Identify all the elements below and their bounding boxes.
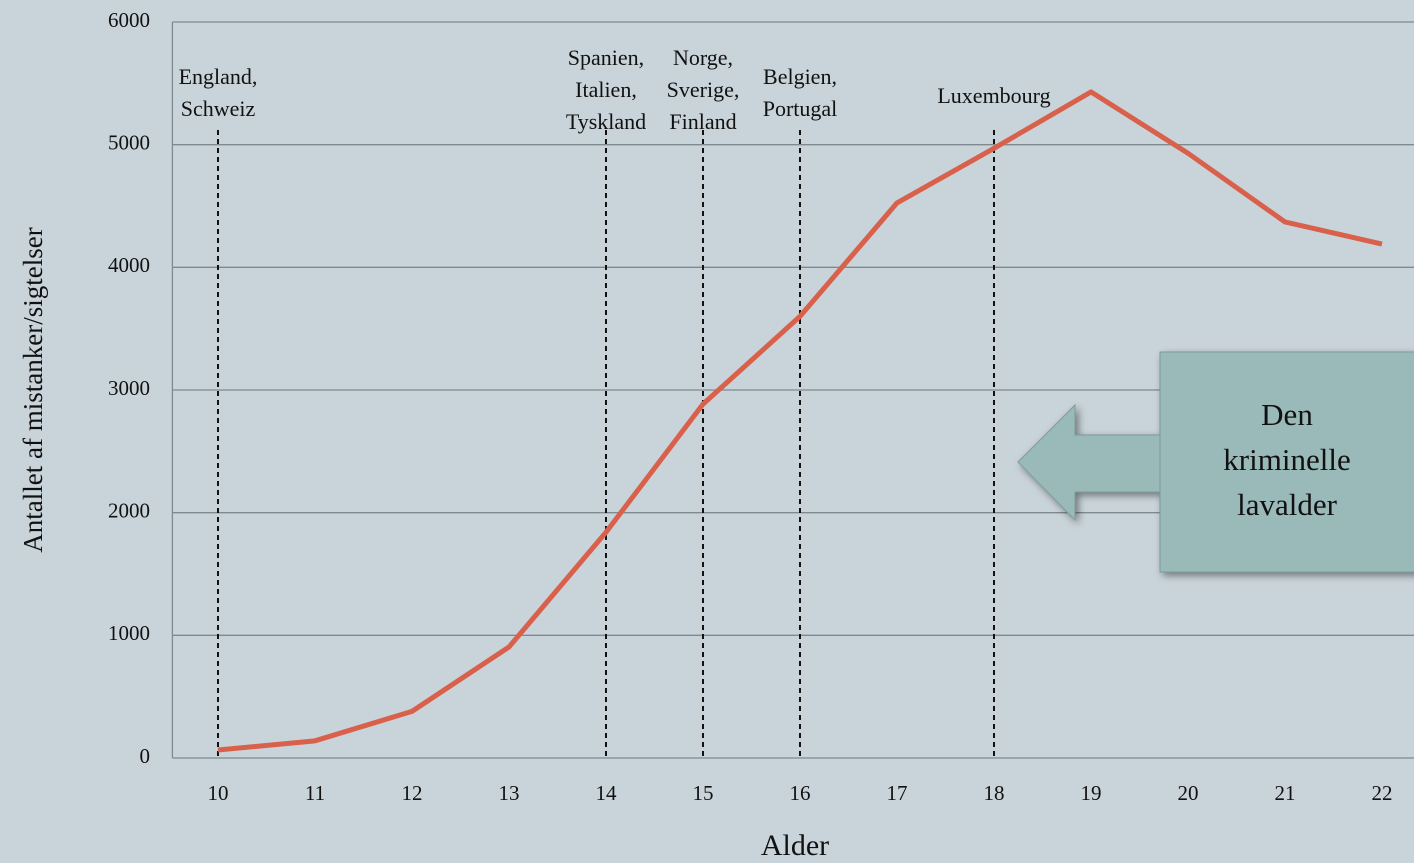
y-tick-label: 4000: [108, 253, 150, 277]
annotation-label: Belgien,: [763, 64, 837, 89]
annotation-label: Finland: [669, 109, 736, 134]
annotation-label: England,: [179, 64, 258, 89]
y-tick-label: 6000: [108, 8, 150, 32]
x-tick-label: 17: [886, 781, 907, 805]
x-tick-label: 20: [1177, 781, 1198, 805]
y-tick-label: 0: [140, 744, 151, 768]
callout-text: Den: [1261, 397, 1313, 432]
annotation-label: Italien,: [575, 77, 637, 102]
x-tick-label: 11: [305, 781, 325, 805]
x-tick-label: 21: [1274, 781, 1295, 805]
x-tick-label: 22: [1371, 781, 1392, 805]
x-tick-label: 12: [401, 781, 422, 805]
y-axis-title: Antallet af mistanker/sigtelser: [18, 227, 48, 552]
data-line: [217, 89, 1383, 753]
callout-text: lavalder: [1237, 487, 1338, 522]
x-axis-title: Alder: [761, 829, 829, 862]
x-tick-label: 14: [595, 781, 617, 805]
x-tick-label: 15: [692, 781, 713, 805]
annotation-label: Portugal: [763, 96, 838, 121]
annotation-label: Norge,: [673, 45, 733, 70]
annotation-label: Schweiz: [181, 96, 256, 121]
y-tick-label: 1000: [108, 621, 150, 645]
y-tick-label: 2000: [108, 498, 150, 522]
x-tick-label: 13: [498, 781, 519, 805]
x-tick-label: 19: [1080, 781, 1101, 805]
x-tick-label: 10: [207, 781, 228, 805]
callout-text: kriminelle: [1223, 442, 1350, 477]
y-tick-label: 3000: [108, 376, 150, 400]
annotation-label: Sverige,: [667, 77, 740, 102]
callout: [1017, 351, 1414, 573]
annotation-label: Luxembourg: [937, 83, 1050, 108]
y-tick-label: 5000: [108, 130, 150, 154]
callout-box: [1159, 351, 1414, 573]
x-tick-label: 18: [983, 781, 1004, 805]
annotation-label: Spanien,: [568, 45, 644, 70]
annotation-label: Tyskland: [566, 109, 646, 134]
x-tick-label: 16: [789, 781, 810, 805]
